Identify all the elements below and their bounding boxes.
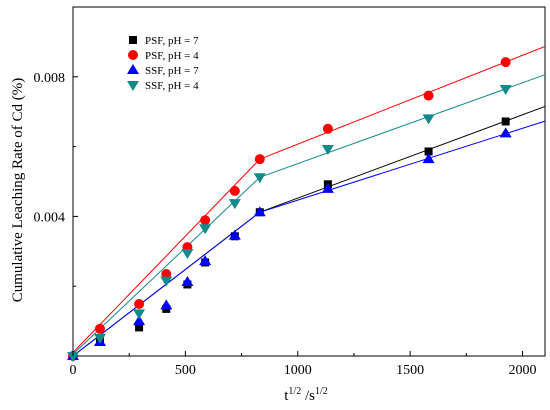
data-point-series-1 bbox=[423, 90, 434, 101]
y-axis-ticks: 0.004 0.008 bbox=[34, 71, 78, 287]
legend-label-2: SSF, pH = 7 bbox=[145, 65, 199, 77]
data-point-series-2 bbox=[199, 255, 212, 266]
data-point-series-3 bbox=[181, 249, 194, 260]
data-point-series-3 bbox=[321, 145, 334, 156]
x-tick-label: 0 bbox=[70, 363, 77, 378]
data-point-series-0 bbox=[135, 323, 144, 332]
fit-line-series-3 bbox=[259, 74, 546, 178]
y-axis-label: Cumulative Leaching Rate of Cd (%) bbox=[10, 78, 26, 303]
data-markers bbox=[67, 57, 512, 362]
x-tick-label: 2000 bbox=[509, 363, 537, 378]
legend-label-1: PSF, pH = 4 bbox=[145, 50, 199, 62]
data-point-series-0 bbox=[501, 117, 510, 126]
data-point-series-1 bbox=[200, 215, 211, 226]
legend-label-0: PSF, pH = 7 bbox=[145, 35, 199, 47]
data-point-series-3 bbox=[93, 333, 106, 344]
data-point-series-2 bbox=[133, 315, 146, 326]
data-point-series-2 bbox=[253, 206, 266, 217]
x-tick-label: 1000 bbox=[284, 363, 312, 378]
data-point-series-2 bbox=[321, 182, 334, 193]
legend: PSF, pH = 7 PSF, pH = 4 SSF, pH = 7 SSF, pH… bbox=[127, 35, 199, 92]
data-point-series-2 bbox=[499, 127, 512, 138]
y-tick-label: 0.008 bbox=[34, 71, 66, 86]
data-point-series-1 bbox=[229, 185, 240, 196]
fit-line-series-3 bbox=[72, 176, 261, 355]
data-point-series-2 bbox=[228, 229, 241, 240]
legend-marker-2 bbox=[127, 64, 139, 74]
fit-line-series-2 bbox=[259, 120, 546, 213]
data-point-series-3 bbox=[160, 276, 173, 287]
data-point-series-3 bbox=[199, 224, 212, 235]
data-point-series-1 bbox=[161, 268, 172, 279]
data-point-series-3 bbox=[422, 114, 435, 125]
legend-marker-3 bbox=[127, 81, 139, 91]
data-point-series-0 bbox=[424, 147, 433, 156]
legend-marker-0 bbox=[129, 36, 137, 44]
data-point-series-1 bbox=[254, 154, 265, 165]
x-tick-label: 1500 bbox=[396, 363, 424, 378]
data-point-series-1 bbox=[500, 57, 511, 68]
fit-line-series-0 bbox=[259, 105, 546, 213]
data-point-series-1 bbox=[134, 298, 145, 309]
data-point-series-3 bbox=[67, 352, 79, 362]
x-axis-label: t1/2 /s1/2 bbox=[284, 386, 328, 404]
data-point-series-3 bbox=[499, 85, 512, 96]
x-axis-ticks: 0 500 1000 1500 2000 bbox=[70, 351, 537, 378]
data-point-series-3 bbox=[133, 309, 146, 320]
fit-line-series-1 bbox=[72, 158, 261, 353]
data-point-series-2 bbox=[160, 299, 173, 310]
data-point-series-3 bbox=[253, 173, 266, 184]
y-tick-label: 0.004 bbox=[34, 210, 66, 225]
legend-marker-1 bbox=[128, 50, 138, 60]
x-tick-label: 500 bbox=[175, 363, 196, 378]
data-point-series-1 bbox=[322, 123, 333, 134]
data-point-series-2 bbox=[181, 276, 194, 287]
data-point-series-1 bbox=[94, 323, 105, 334]
fit-line-series-1 bbox=[259, 45, 546, 160]
data-point-series-2 bbox=[422, 153, 435, 164]
legend-label-3: SSF, pH = 4 bbox=[145, 80, 199, 92]
data-point-series-3 bbox=[228, 199, 241, 210]
plot-frame bbox=[72, 6, 546, 357]
fit-lines bbox=[72, 45, 546, 357]
plot-area: 0 500 1000 1500 2000 0.004 0.008 bbox=[34, 6, 546, 378]
